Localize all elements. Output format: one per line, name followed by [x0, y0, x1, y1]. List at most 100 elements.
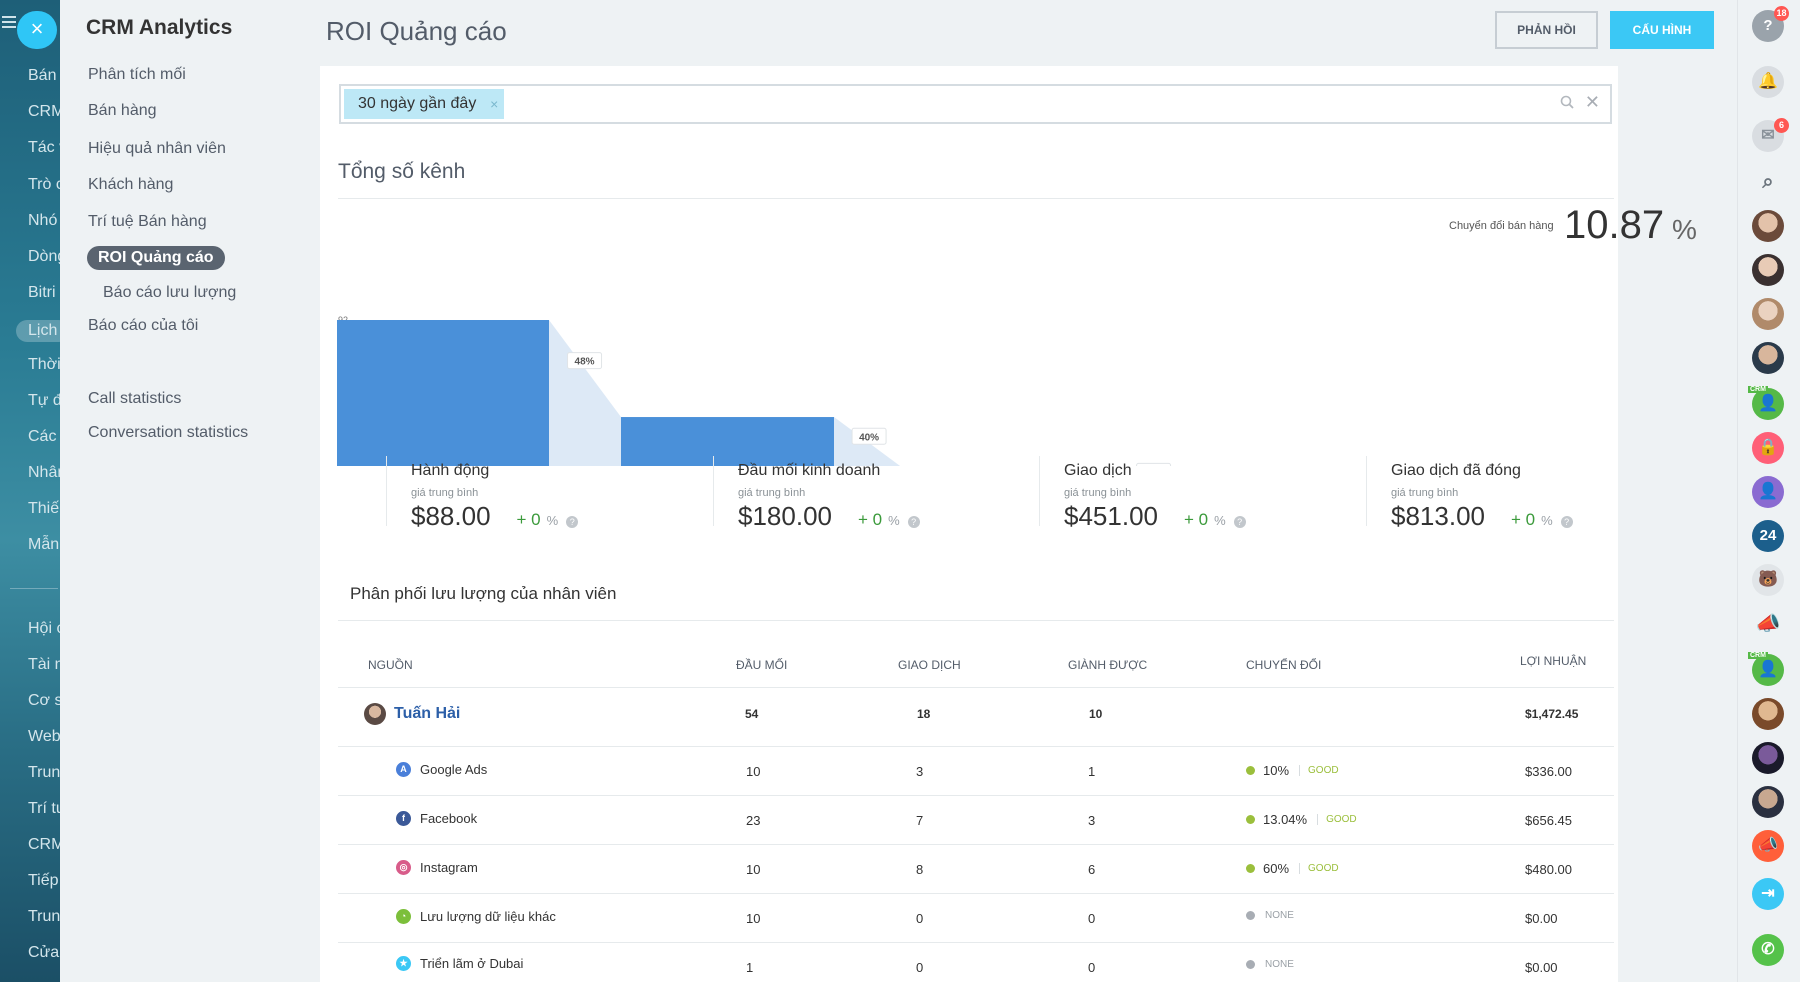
bg-nav-item[interactable]: Tiếp	[28, 872, 59, 889]
menu-item-call-statistics[interactable]: Call statistics	[88, 390, 182, 407]
contact-avatar[interactable]	[1752, 210, 1784, 242]
notifications-icon[interactable]: 🔔	[1752, 66, 1784, 98]
avatar	[364, 703, 386, 725]
bg-nav-item[interactable]: Trun	[28, 908, 60, 925]
bg-nav-item[interactable]: Dòng	[28, 248, 60, 265]
bg-nav-item[interactable]: Nhân	[28, 464, 60, 481]
bg-nav-item[interactable]: CRM	[28, 836, 60, 853]
employee-name[interactable]: Tuấn Hải	[394, 705, 461, 722]
bg-nav-item[interactable]: CRM	[28, 103, 60, 120]
source-leads: 1	[746, 960, 754, 975]
phone-icon[interactable]: ✆	[1752, 934, 1784, 966]
col-conversion[interactable]: CHUYỂN ĐỔI	[1246, 658, 1322, 672]
bg-nav-item[interactable]: Thời	[28, 356, 60, 373]
bg-nav-item[interactable]: Trò c	[28, 176, 60, 193]
bg-nav-item[interactable]: Lịch	[16, 320, 60, 342]
col-won[interactable]: GIÀNH ĐƯỢC	[1068, 658, 1148, 672]
open-channel-icon[interactable]: 📣	[1752, 830, 1784, 862]
bg-nav-item[interactable]: Web	[28, 728, 60, 745]
source-other-traffic[interactable]: ◔ Lưu lượng dữ liệu khác	[396, 909, 556, 924]
menu-item-sales[interactable]: Bán hàng	[88, 102, 157, 119]
help-icon[interactable]: ?	[1233, 516, 1246, 528]
stage-deals: Giao dịch giá trung bình $451.00 + 0%?	[1039, 456, 1359, 531]
bg-nav-item[interactable]: Cửa	[28, 944, 60, 961]
bg-nav-item[interactable]: Tự đ	[28, 392, 60, 409]
bg-nav-item[interactable]: Nhó	[28, 212, 58, 229]
conversion-label: 48%	[575, 357, 595, 368]
chat-badge: 6	[1774, 118, 1789, 133]
menu-item-customers[interactable]: Khách hàng	[88, 176, 174, 193]
stage-actions: Hành động giá trung bình $88.00 + 0%?	[386, 456, 706, 531]
bg-nav-item[interactable]: Bán	[28, 67, 57, 84]
conversion-value: 10.87	[1564, 203, 1665, 247]
help-icon[interactable]: ?	[566, 516, 579, 528]
funnel-bar[interactable]	[621, 417, 834, 466]
bg-nav-item[interactable]: Bitri	[28, 284, 56, 301]
bg-nav-item[interactable]: Tài n	[28, 656, 60, 673]
configure-button[interactable]: CẤU HÌNH	[1610, 11, 1714, 49]
col-source[interactable]: NGUỒN	[368, 658, 413, 672]
contact-avatar[interactable]	[1752, 742, 1784, 774]
menu-item-lead-analytics[interactable]: Phân tích mối	[88, 66, 186, 83]
close-slider-button[interactable]: ×	[17, 11, 57, 49]
source-conversion: 60% GOOD	[1246, 861, 1339, 876]
menu-item-traffic-report[interactable]: Báo cáo lưu lượng	[103, 284, 237, 301]
col-deals[interactable]: GIAO DỊCH	[898, 658, 961, 672]
bot-icon[interactable]: 🐻	[1752, 564, 1784, 596]
bg-nav-item[interactable]: Tác v	[28, 139, 60, 156]
conversion-unit: %	[1672, 214, 1697, 245]
status-badge: NONE	[1265, 910, 1294, 921]
bitrix24-icon[interactable]: 24	[1752, 520, 1784, 552]
chip-remove-icon[interactable]: ×	[490, 96, 499, 112]
contact-avatar[interactable]	[1752, 698, 1784, 730]
user-group-icon[interactable]: 👤	[1752, 476, 1784, 508]
col-leads[interactable]: ĐẦU MỐI	[736, 658, 788, 672]
menu-icon[interactable]	[2, 16, 16, 28]
filter-chip[interactable]: 30 ngày gần đây ×	[344, 89, 505, 119]
bg-nav-item[interactable]: Hội c	[28, 620, 60, 637]
menu-item-employee-efficiency[interactable]: Hiệu quả nhân viên	[88, 140, 226, 157]
row-divider	[338, 844, 1614, 845]
row-divider	[338, 942, 1614, 943]
bg-nav-item[interactable]: Thiế	[28, 500, 60, 517]
bg-nav-item[interactable]: Mẫn	[28, 536, 60, 553]
bg-nav-item[interactable]: Trí tu	[28, 800, 60, 817]
crm-analytics-menu: CRM Analytics Phân tích mối Bán hàng Hiệ…	[60, 0, 320, 982]
crm-user-icon[interactable]: 👤	[1752, 388, 1784, 420]
megaphone-icon[interactable]: 📣	[1755, 613, 1781, 635]
menu-item-conversation-statistics[interactable]: Conversation statistics	[88, 424, 249, 441]
transfer-icon[interactable]: ⇥	[1752, 878, 1784, 910]
stage-leads: Đầu mối kinh doanh giá trung bình $180.0…	[713, 456, 1033, 531]
lock-icon[interactable]: 🔒	[1752, 432, 1784, 464]
source-google-ads[interactable]: A Google Ads	[396, 762, 487, 777]
contact-avatar[interactable]	[1752, 342, 1784, 374]
source-leads: 10	[746, 911, 761, 926]
feedback-button[interactable]: PHẢN HỒI	[1495, 11, 1598, 49]
menu-item-my-reports[interactable]: Báo cáo của tôi	[88, 317, 199, 334]
help-icon[interactable]: ?	[1560, 516, 1573, 528]
bg-nav-item[interactable]: Trun	[28, 764, 60, 781]
menu-item-ad-roi[interactable]: ROI Quảng cáo	[87, 246, 225, 270]
stage-subtitle: giá trung bình	[411, 487, 479, 499]
source-conversion: 13.04% GOOD	[1246, 812, 1357, 827]
search-icon[interactable]: ⌕	[1762, 171, 1774, 193]
employee-row[interactable]: Tuấn Hải	[364, 703, 460, 725]
source-leads: 10	[746, 862, 761, 877]
help-icon[interactable]: ?	[907, 516, 920, 528]
source-facebook[interactable]: f Facebook	[396, 811, 477, 826]
search-icon[interactable]	[1560, 95, 1574, 109]
bg-nav-item[interactable]: Cơ s	[28, 692, 60, 709]
background-nav: × Bán CRM Tác v Trò c Nhó Dòng Bitri Lịch Thời Tự…	[0, 0, 60, 982]
clear-filter-icon[interactable]: ✕	[1584, 92, 1600, 112]
menu-item-sales-intelligence[interactable]: Trí tuệ Bán hàng	[88, 213, 207, 230]
source-exhibition[interactable]: ★ Triển lãm ở Dubai	[396, 956, 523, 971]
contact-avatar[interactable]	[1752, 786, 1784, 818]
crm-user-icon[interactable]: 👤	[1752, 654, 1784, 686]
filter-bar[interactable]: 30 ngày gần đây × ✕	[339, 84, 1612, 124]
contact-avatar[interactable]	[1752, 298, 1784, 330]
contact-avatar[interactable]	[1752, 254, 1784, 286]
funnel-bar[interactable]	[337, 320, 549, 466]
bg-nav-item[interactable]: Các s	[28, 428, 60, 445]
source-instagram[interactable]: ◎ Instagram	[396, 860, 478, 875]
col-profit[interactable]: LỢI NHUẬN	[1520, 654, 1587, 668]
